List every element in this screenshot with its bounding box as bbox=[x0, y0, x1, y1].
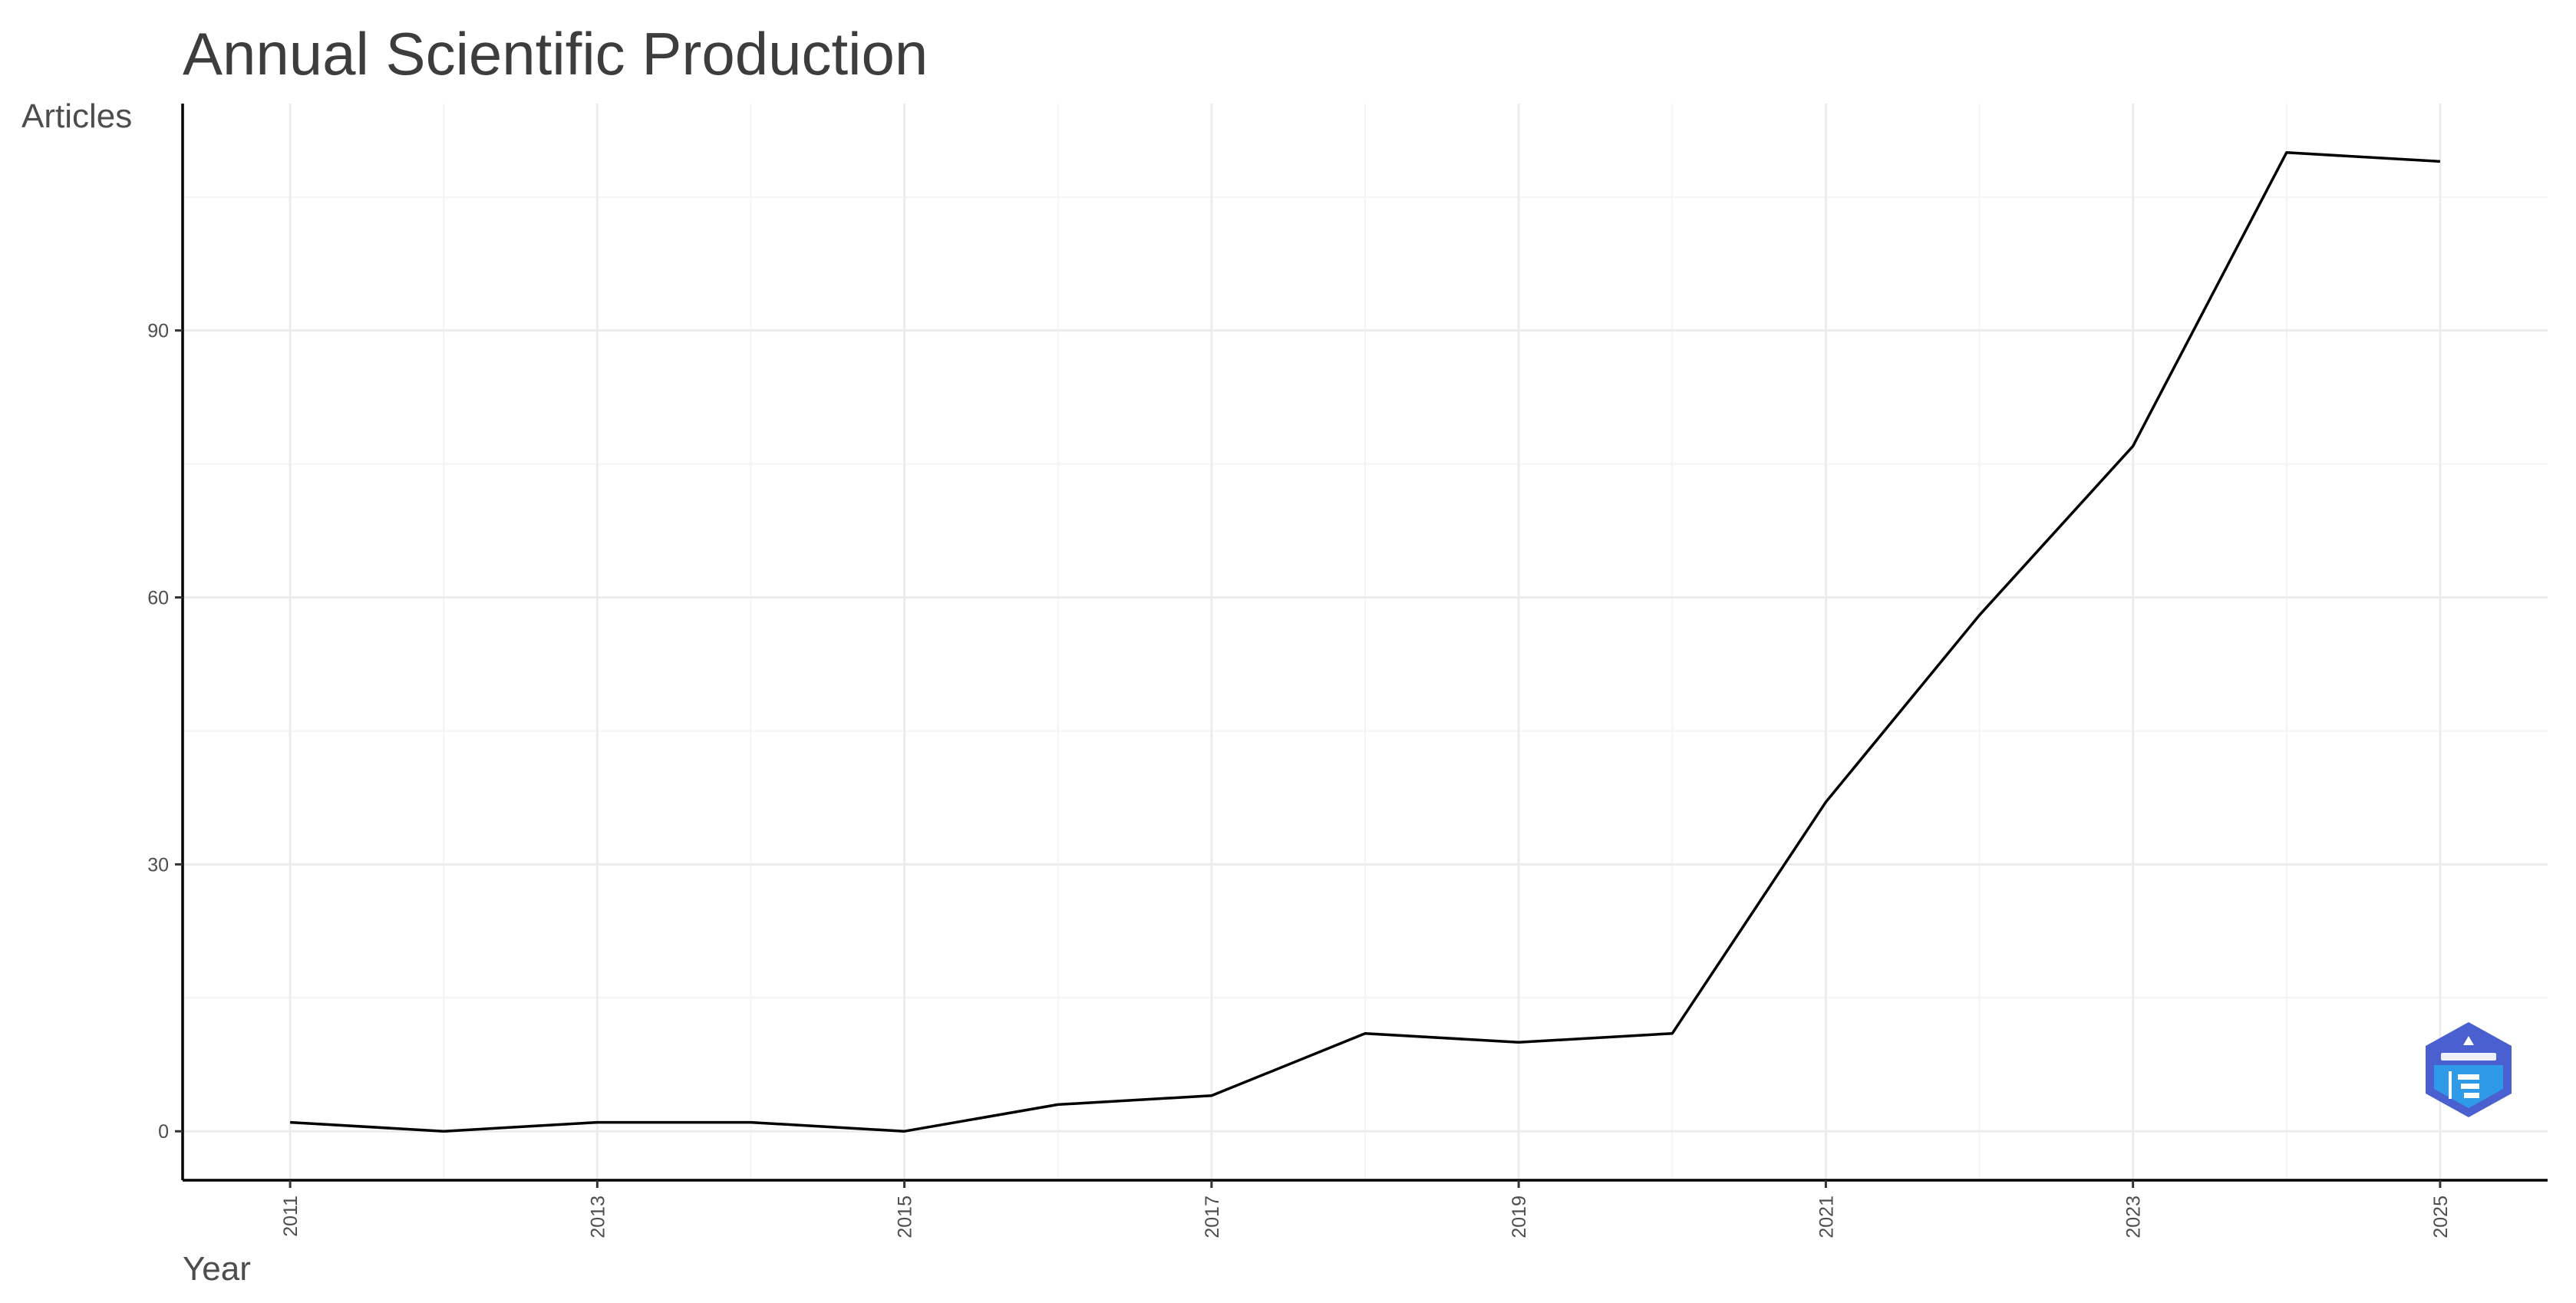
x-tick-label: 2017 bbox=[1202, 1196, 1223, 1239]
y-axis-title: Articles bbox=[21, 97, 132, 135]
y-tick-label: 0 bbox=[158, 1121, 169, 1143]
x-tick-label: 2023 bbox=[2123, 1196, 2145, 1239]
x-tick-label: 2015 bbox=[895, 1196, 916, 1239]
x-tick-label: 2011 bbox=[280, 1196, 302, 1237]
tick-labels: 0 30 60 90 2011 2013 2015 2017 2019 2021 2023 2025 bbox=[147, 321, 2452, 1239]
axes bbox=[181, 104, 2548, 1182]
series-line-0 bbox=[289, 151, 2441, 1133]
y-tick-label: 60 bbox=[147, 588, 169, 609]
x-tick-label: 2019 bbox=[1509, 1196, 1530, 1239]
x-tick-label: 2025 bbox=[2430, 1196, 2452, 1239]
x-axis-title: Year bbox=[183, 1250, 251, 1288]
chart-title: Annual Scientific Production bbox=[183, 20, 928, 87]
x-tick-label: 2013 bbox=[587, 1196, 609, 1239]
x-tick-label: 2021 bbox=[1816, 1196, 1837, 1239]
biblioshiny-hexagon-logo-icon bbox=[2426, 1022, 2512, 1117]
grid-lines bbox=[183, 104, 2548, 1180]
y-tick-label: 30 bbox=[147, 854, 169, 876]
y-tick-label: 90 bbox=[147, 321, 169, 342]
data-series bbox=[289, 151, 2441, 1133]
